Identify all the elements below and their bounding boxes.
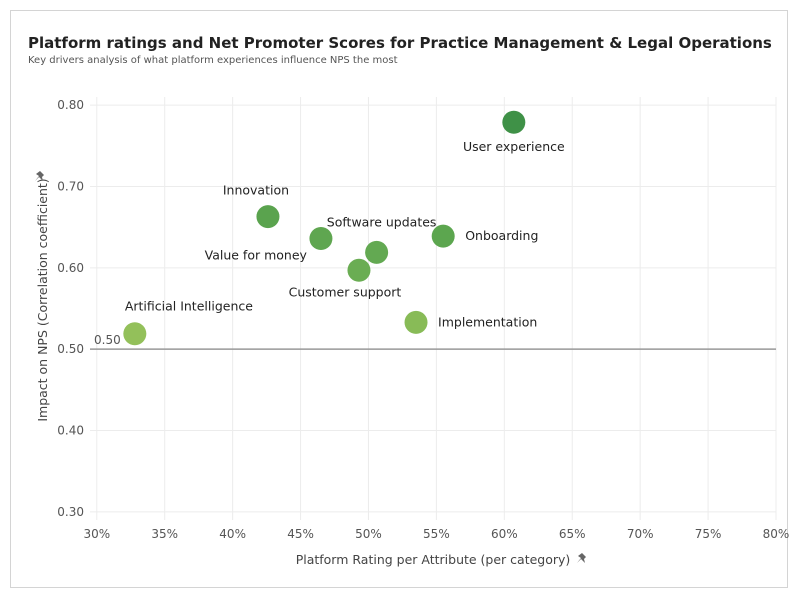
tick-layer: 30% 35% 40% 45% 50% 55% 60% 65% 70% 75% 80% 0.30 0.4… xyxy=(57,98,789,541)
chart-frame xyxy=(10,10,788,588)
x-tick-label: 80% xyxy=(763,527,790,541)
data-point-label: Innovation xyxy=(223,183,289,198)
reference-line-label: 0.50 xyxy=(94,333,121,347)
y-tick-label: 0.30 xyxy=(57,505,84,519)
data-point[interactable] xyxy=(431,224,455,248)
x-tick-label: 40% xyxy=(219,527,246,541)
data-point[interactable] xyxy=(365,240,389,264)
data-point-label: Onboarding xyxy=(465,228,538,243)
label-layer: User experience Innovation Value for money… xyxy=(125,139,565,329)
data-point[interactable] xyxy=(309,227,333,251)
y-tick-label: 0.40 xyxy=(57,424,84,438)
x-axis-title: Platform Rating per Attribute (per categ… xyxy=(296,552,571,567)
chart-title: Platform ratings and Net Promoter Scores… xyxy=(28,34,772,52)
data-point-label: Software updates xyxy=(327,214,437,229)
x-tick-label: 30% xyxy=(83,527,110,541)
data-point-label: Customer support xyxy=(289,284,402,299)
x-tick-label: 65% xyxy=(559,527,586,541)
data-point[interactable] xyxy=(404,310,428,334)
x-axis-pin-icon[interactable] xyxy=(577,553,586,563)
x-tick-label: 60% xyxy=(491,527,518,541)
data-point-label: Implementation xyxy=(438,314,537,329)
y-tick-label: 0.50 xyxy=(57,342,84,356)
reference-line-layer: 0.50 xyxy=(90,333,776,350)
data-point-label: Artificial Intelligence xyxy=(125,299,253,314)
data-point[interactable] xyxy=(347,258,371,282)
y-axis-pin-icon[interactable] xyxy=(35,171,44,181)
data-point-label: Value for money xyxy=(205,248,308,263)
chart-subtitle: Key drivers analysis of what platform ex… xyxy=(28,55,398,66)
data-point[interactable] xyxy=(123,322,147,346)
x-tick-label: 50% xyxy=(355,527,382,541)
data-point-label: User experience xyxy=(463,139,565,154)
x-tick-label: 75% xyxy=(695,527,722,541)
point-layer xyxy=(123,110,526,346)
y-axis-title: Impact on NPS (Correlation coefficient) xyxy=(35,178,50,421)
y-tick-label: 0.60 xyxy=(57,261,84,275)
y-tick-label: 0.80 xyxy=(57,98,84,112)
x-tick-label: 70% xyxy=(627,527,654,541)
y-tick-label: 0.70 xyxy=(57,179,84,193)
x-tick-label: 55% xyxy=(423,527,450,541)
data-point[interactable] xyxy=(502,110,526,134)
x-tick-label: 45% xyxy=(287,527,314,541)
data-point[interactable] xyxy=(256,205,280,229)
x-tick-label: 35% xyxy=(151,527,178,541)
